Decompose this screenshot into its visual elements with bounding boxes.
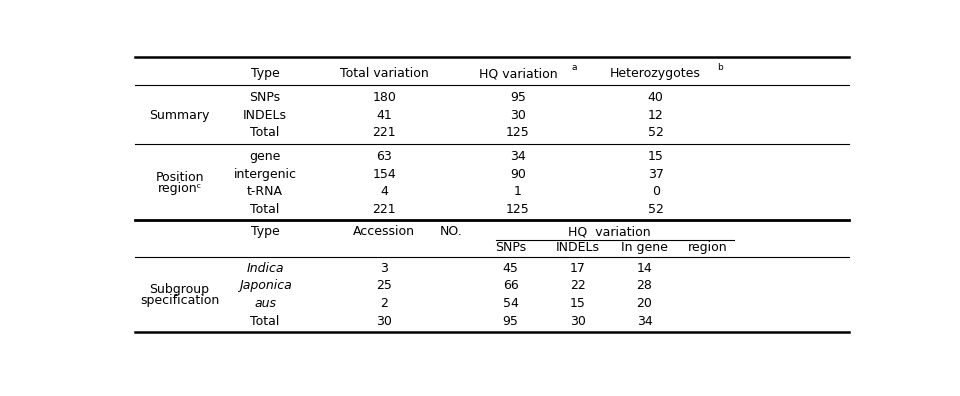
Text: Total: Total xyxy=(251,126,279,139)
Text: 221: 221 xyxy=(372,126,396,139)
Text: t-RNA: t-RNA xyxy=(247,185,283,198)
Text: 66: 66 xyxy=(503,280,518,293)
Text: 52: 52 xyxy=(648,203,663,216)
Text: 30: 30 xyxy=(569,315,586,328)
Text: intergenic: intergenic xyxy=(233,168,297,181)
Text: 4: 4 xyxy=(380,185,388,198)
Text: 25: 25 xyxy=(376,280,392,293)
Text: Total variation: Total variation xyxy=(340,67,428,80)
Text: region: region xyxy=(688,241,728,254)
Text: Position: Position xyxy=(156,171,204,184)
Text: 125: 125 xyxy=(506,126,530,139)
Text: 22: 22 xyxy=(569,280,586,293)
Text: 125: 125 xyxy=(506,203,530,216)
Text: 3: 3 xyxy=(380,262,388,275)
Text: 15: 15 xyxy=(569,297,586,310)
Text: 12: 12 xyxy=(648,109,663,122)
Text: INDELs: INDELs xyxy=(556,241,600,254)
Text: 17: 17 xyxy=(569,262,586,275)
Text: 40: 40 xyxy=(648,91,663,104)
Text: Type: Type xyxy=(251,67,279,80)
Text: aus: aus xyxy=(254,297,276,310)
Text: specification: specification xyxy=(140,294,219,307)
Text: 2: 2 xyxy=(380,297,388,310)
Text: regionᶜ: regionᶜ xyxy=(157,182,202,195)
Text: Subgroup: Subgroup xyxy=(150,283,209,296)
Text: gene: gene xyxy=(250,150,280,163)
Text: 63: 63 xyxy=(376,150,392,163)
Text: INDELs: INDELs xyxy=(243,109,287,122)
Text: Japonica: Japonica xyxy=(239,280,292,293)
Text: 0: 0 xyxy=(652,185,660,198)
Text: 30: 30 xyxy=(510,109,526,122)
Text: Type: Type xyxy=(251,225,279,238)
Text: 221: 221 xyxy=(372,203,396,216)
Text: Accession: Accession xyxy=(353,225,415,238)
Text: 20: 20 xyxy=(636,297,653,310)
Text: In gene: In gene xyxy=(621,241,668,254)
Text: 154: 154 xyxy=(372,168,396,181)
Text: 1: 1 xyxy=(515,185,522,198)
Text: 95: 95 xyxy=(503,315,518,328)
Text: SNPs: SNPs xyxy=(250,91,280,104)
Text: HQ  variation: HQ variation xyxy=(568,225,651,238)
Text: 45: 45 xyxy=(503,262,518,275)
Text: 34: 34 xyxy=(510,150,526,163)
Text: SNPs: SNPs xyxy=(495,241,526,254)
Text: Summary: Summary xyxy=(150,109,209,122)
Text: 52: 52 xyxy=(648,126,663,139)
Text: 28: 28 xyxy=(636,280,653,293)
Text: 54: 54 xyxy=(503,297,518,310)
Text: 95: 95 xyxy=(510,91,526,104)
Text: Total: Total xyxy=(251,315,279,328)
Text: 15: 15 xyxy=(648,150,663,163)
Text: 34: 34 xyxy=(636,315,653,328)
Text: Indica: Indica xyxy=(247,262,284,275)
Text: Total: Total xyxy=(251,203,279,216)
Text: 37: 37 xyxy=(648,168,663,181)
Text: 30: 30 xyxy=(376,315,392,328)
Text: a: a xyxy=(571,63,577,72)
Text: 14: 14 xyxy=(636,262,653,275)
Text: NO.: NO. xyxy=(440,225,463,238)
Text: 180: 180 xyxy=(372,91,396,104)
Text: 90: 90 xyxy=(510,168,526,181)
Text: Heterozygotes: Heterozygotes xyxy=(611,67,701,80)
Text: HQ variation: HQ variation xyxy=(479,67,558,80)
Text: 41: 41 xyxy=(376,109,392,122)
Text: b: b xyxy=(717,63,723,72)
